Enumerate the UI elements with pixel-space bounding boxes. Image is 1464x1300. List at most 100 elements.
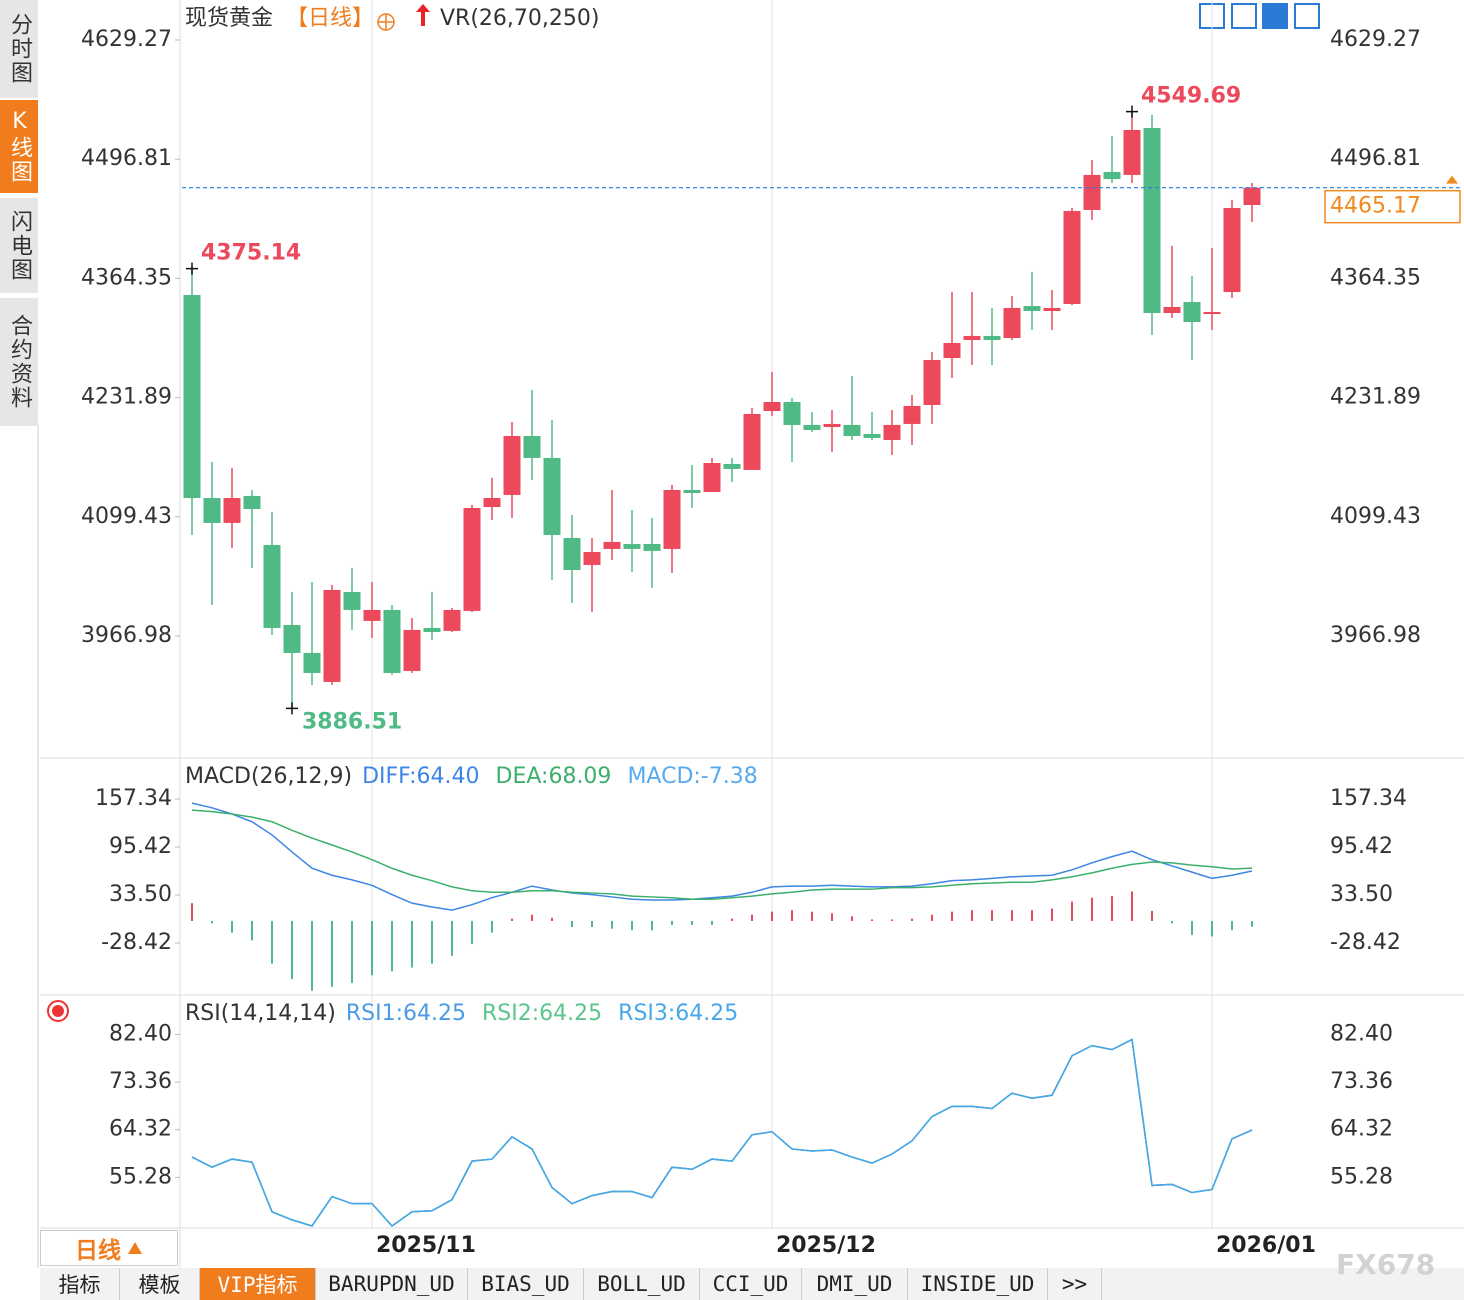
candle-body [443,609,461,631]
legend-entry: DIFF:64.40 [362,764,479,789]
candle-body [1143,127,1161,313]
candle-body [363,609,381,621]
y-tick-label-right: 4099.43 [1330,504,1421,529]
legend-entry: DEA:68.09 [496,764,612,789]
y-tick-label-right: -28.42 [1330,930,1401,955]
candle-body [463,508,481,611]
chart-title: 现货黄金 [185,6,273,31]
y-tick-label: 4496.81 [81,146,172,171]
candle-body [903,405,921,424]
y-tick-label: 4629.27 [81,27,172,52]
candle-body [743,413,761,470]
candle-body [543,457,561,535]
y-tick-label-right: 73.36 [1330,1069,1393,1094]
y-tick-label-right: 33.50 [1330,882,1393,907]
panel-title: MACD(26,12,9) [185,764,352,789]
candle-body [783,401,801,425]
high-marker [1126,105,1138,118]
period-text: 日线 [75,1238,121,1264]
period-button[interactable]: 日线 [40,1230,178,1266]
tab[interactable]: VIP指标 [200,1268,316,1300]
series-line [191,809,1253,901]
legend-entry: MACD:-7.38 [627,764,757,789]
y-tick-label-right: 4496.81 [1330,146,1421,171]
y-tick-label: 4364.35 [81,265,172,290]
candle-body [603,541,621,549]
y-tick-label-right: 4231.89 [1330,385,1421,410]
candle-body [1163,306,1181,313]
tab[interactable]: BIAS_UD [468,1268,584,1300]
candle-body [403,629,421,671]
candle-body [843,424,861,437]
y-tick-label: 55.28 [109,1164,172,1189]
tab[interactable]: 指标 [40,1268,120,1300]
candle-body [1183,302,1201,322]
candle-body [243,495,261,509]
sidebar-tab[interactable]: K线图 [0,100,38,193]
candle-body [563,537,581,571]
candle-body [1063,210,1081,304]
series-line [191,1038,1253,1227]
y-tick-label: 3966.98 [81,623,172,648]
tab[interactable]: >> [1048,1268,1102,1300]
candle-body [263,544,281,628]
sidebar-tab[interactable]: 闪电图 [0,198,38,293]
candle-body [343,591,361,610]
candle-body [643,543,661,551]
y-tick-label: 64.32 [109,1117,172,1142]
tab-bar: 指标 模板 VIP指标 BARUPDN_UD BIAS_UD BOLL_UD C… [40,1268,1464,1300]
y-tick-label-right: 4629.27 [1330,27,1421,52]
candle-body [1043,307,1061,312]
candle-body [423,627,441,633]
candle-body [763,401,781,411]
candle-body [623,543,641,549]
low-label: 3886.51 [302,709,402,734]
candle-body [583,552,601,565]
y-tick-label: 4231.89 [81,385,172,410]
period-label: 【日线】 [286,6,374,31]
candle-body [323,589,341,682]
tab[interactable]: CCI_UD [700,1268,802,1300]
y-tick-label: 95.42 [109,834,172,859]
tab[interactable]: INSIDE_UD [908,1268,1048,1300]
tab[interactable]: DMI_UD [802,1268,908,1300]
legend-entry: RSI1:64.25 [346,1001,466,1026]
last-price-box [1324,189,1461,224]
series-line [191,1038,1253,1227]
candle-body [483,498,501,508]
candle-body [503,436,521,495]
series-line [191,1038,1253,1227]
watermark: FX678 [1336,1248,1436,1281]
y-tick-label-right: 4364.35 [1330,265,1421,290]
candle-body [1103,171,1121,180]
y-tick-label-right: 82.40 [1330,1021,1393,1046]
sidebar-tab[interactable]: 分时图 [0,0,38,98]
y-tick-label-right: 157.34 [1330,786,1407,811]
tab[interactable]: 模板 [120,1268,200,1300]
high-label: 4375.14 [201,241,301,266]
high-marker [186,262,198,275]
toolbar[interactable] [1199,3,1320,29]
y-tick-label-right: 95.42 [1330,834,1393,859]
y-tick-label: 4099.43 [81,504,172,529]
x-tick-label: 2025/11 [376,1233,476,1258]
sidebar-tab[interactable]: 合约资料 [0,298,38,426]
candle-body [1223,207,1241,293]
settings-icon[interactable] [47,1000,69,1022]
tab[interactable]: BARUPDN_UD [316,1268,468,1300]
y-tick-label: 33.50 [109,882,172,907]
x-tick-label: 2026/01 [1216,1233,1316,1258]
candle-body [1203,312,1221,314]
arrow-icon [416,4,430,26]
high-label: 4549.69 [1141,84,1241,109]
tab[interactable]: BOLL_UD [584,1268,700,1300]
candle-body [1123,129,1141,175]
candle-body [663,490,681,549]
last-price-label: 4465.17 [1330,194,1421,219]
candle-body [923,359,941,405]
candle-body [203,498,221,523]
candle-body [883,424,901,440]
legend-entry: RSI2:64.25 [482,1001,602,1026]
